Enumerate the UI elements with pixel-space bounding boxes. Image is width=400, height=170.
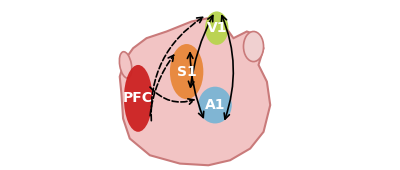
FancyArrowPatch shape [150,87,194,104]
Ellipse shape [205,11,228,45]
FancyArrowPatch shape [150,55,174,116]
FancyArrowPatch shape [188,15,213,87]
FancyArrowPatch shape [222,16,233,119]
Text: V1: V1 [206,21,227,35]
PathPatch shape [120,18,270,165]
Ellipse shape [119,52,132,78]
Ellipse shape [244,31,264,62]
Ellipse shape [198,87,232,123]
Text: PFC: PFC [123,91,153,105]
Ellipse shape [170,44,203,99]
Ellipse shape [124,65,152,132]
FancyArrowPatch shape [151,17,203,121]
Text: S1: S1 [177,65,196,79]
FancyArrowPatch shape [187,53,204,117]
Text: A1: A1 [205,98,225,112]
